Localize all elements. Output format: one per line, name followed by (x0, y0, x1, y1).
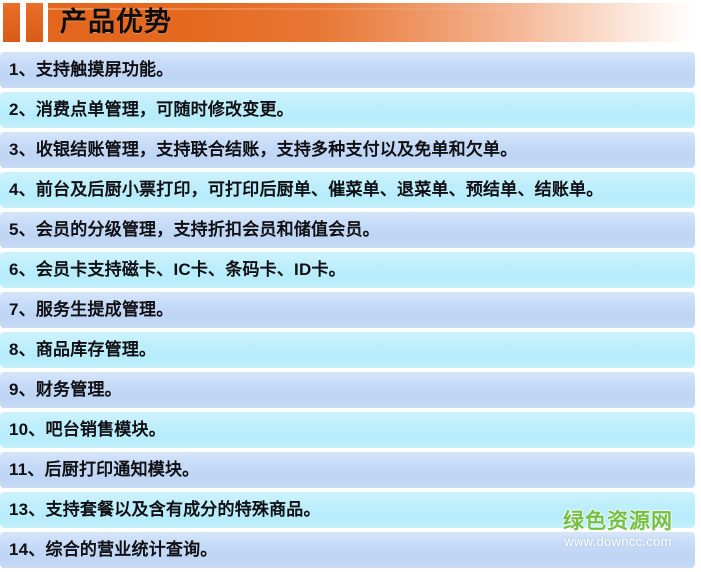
list-item-text: 6、会员卡支持磁卡、IC卡、条码卡、ID卡。 (9, 260, 346, 279)
list-item-text: 3、收银结账管理，支持联合结账，支持多种支付以及免单和欠单。 (9, 140, 518, 159)
list-item: 4、前台及后厨小票打印，可打印后厨单、催菜单、退菜单、预结单、结账单。 (0, 172, 695, 208)
page-header: 产品优势 (0, 0, 701, 46)
list-item: 9、财务管理。 (0, 372, 695, 408)
list-item-text: 13、支持套餐以及含有成分的特殊商品。 (9, 500, 321, 519)
list-item-text: 2、消费点单管理，可随时修改变更。 (9, 100, 294, 119)
page-title: 产品优势 (60, 7, 172, 37)
header-accent-tick-1 (3, 3, 20, 42)
list-item: 14、综合的营业统计查询。 (0, 532, 695, 568)
list-item: 11、后厨打印通知模块。 (0, 452, 695, 488)
list-item: 13、支持套餐以及含有成分的特殊商品。 (0, 492, 695, 528)
list-item-text: 10、吧台销售模块。 (9, 420, 166, 439)
list-item: 3、收银结账管理，支持联合结账，支持多种支付以及免单和欠单。 (0, 132, 695, 168)
feature-list: 1、支持触摸屏功能。 2、消费点单管理，可随时修改变更。 3、收银结账管理，支持… (0, 52, 701, 572)
header-gradient-bar (48, 3, 693, 42)
list-item-text: 7、服务生提成管理。 (9, 300, 174, 319)
header-accent-tick-2 (26, 3, 43, 42)
list-item: 7、服务生提成管理。 (0, 292, 695, 328)
list-item-text: 8、商品库存管理。 (9, 340, 157, 359)
list-item: 10、吧台销售模块。 (0, 412, 695, 448)
list-item-text: 11、后厨打印通知模块。 (9, 460, 200, 479)
list-item: 6、会员卡支持磁卡、IC卡、条码卡、ID卡。 (0, 252, 695, 288)
list-item-text: 5、会员的分级管理，支持折扣会员和储值会员。 (9, 220, 380, 239)
list-item: 1、支持触摸屏功能。 (0, 52, 695, 88)
list-item: 8、商品库存管理。 (0, 332, 695, 368)
list-item-text: 9、财务管理。 (9, 380, 122, 399)
list-item: 2、消费点单管理，可随时修改变更。 (0, 92, 695, 128)
list-item-text: 14、综合的营业统计查询。 (9, 540, 218, 559)
list-item: 5、会员的分级管理，支持折扣会员和储值会员。 (0, 212, 695, 248)
list-item-text: 1、支持触摸屏功能。 (9, 60, 174, 79)
list-item-text: 4、前台及后厨小票打印，可打印后厨单、催菜单、退菜单、预结单、结账单。 (9, 180, 604, 199)
